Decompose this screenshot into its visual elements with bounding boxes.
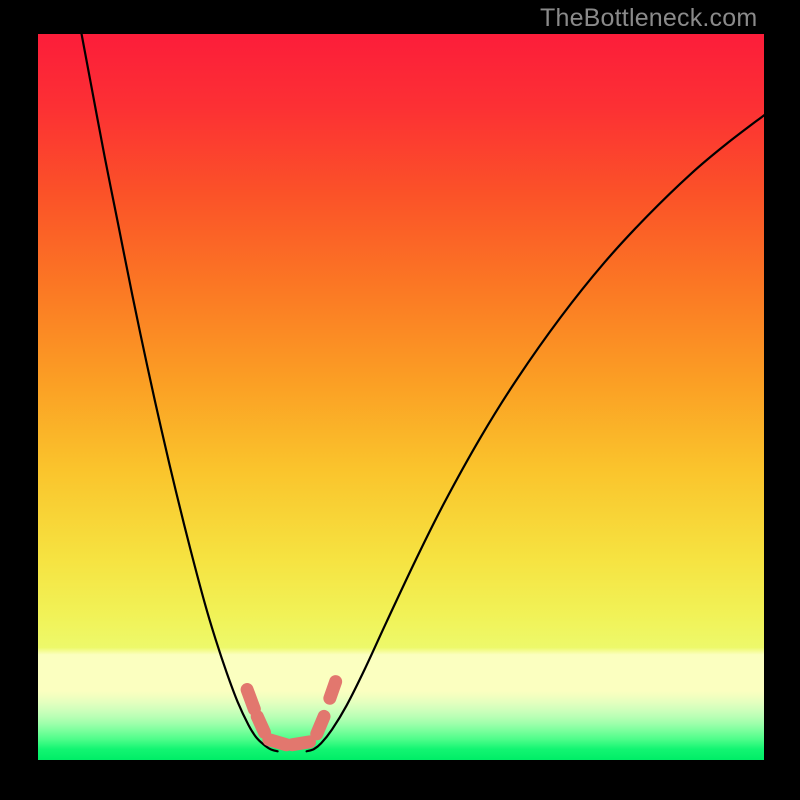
valley-segment-5 [330,682,336,699]
valley-segment-1 [257,716,264,732]
valley-segment-2 [269,740,286,745]
valley-segment-0 [247,690,254,710]
chart-plot-area [38,34,764,760]
chart-svg [38,34,764,760]
chart-background [38,34,764,760]
valley-segment-3 [292,742,309,745]
valley-segment-4 [317,716,324,733]
watermark-label: TheBottleneck.com [540,4,757,33]
